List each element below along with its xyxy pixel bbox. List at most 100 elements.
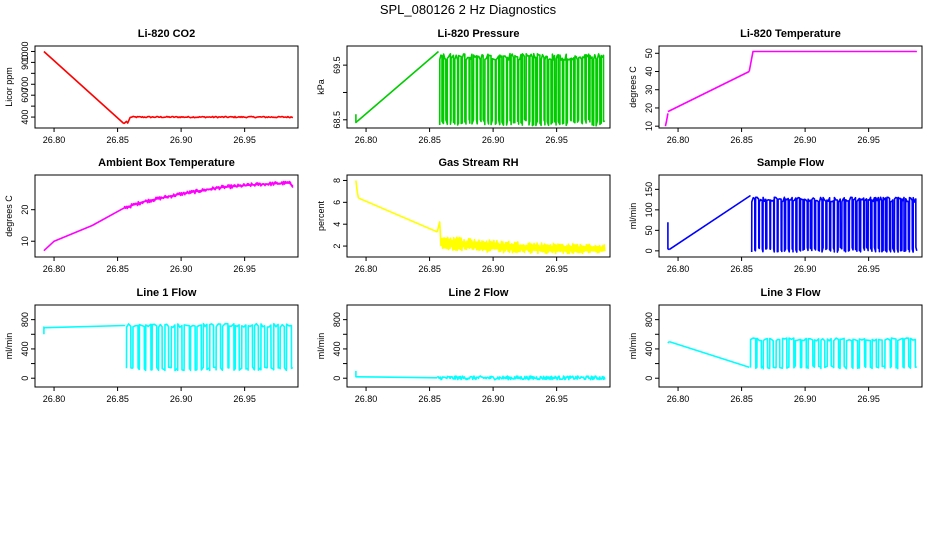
x-tick-label: 26.90 — [482, 135, 505, 145]
data-line-segment — [749, 337, 917, 370]
x-tick-label: 26.80 — [667, 135, 690, 145]
y-axis-label: percent — [316, 200, 326, 231]
y-tick-label: 2 — [332, 244, 342, 249]
panel-line-3-flow: Line 3 Flow 26.80 26.85 26.90 26.95 0 400 800 ml… — [628, 287, 923, 404]
y-tick-label: 68.5 — [332, 111, 342, 129]
data-line-segment — [43, 50, 125, 125]
x-tick-label: 26.95 — [857, 135, 880, 145]
panel-li-820-pressure: Li-820 Pressure 26.80 26.85 26.90 26.95 68.5 6… — [316, 28, 611, 145]
x-tick-label: 26.95 — [233, 394, 256, 404]
series-li-820-pressure — [355, 50, 605, 127]
data-line-segment — [436, 221, 442, 247]
x-tick-label: 26.95 — [233, 264, 256, 274]
x-tick-label: 26.80 — [667, 264, 690, 274]
data-line-segment — [667, 70, 750, 113]
x-tick-label: 26.90 — [482, 394, 505, 404]
y-tick-label: 150 — [644, 182, 654, 197]
data-line-segment — [355, 180, 360, 199]
data-line-segment — [664, 113, 669, 127]
data-line-segment — [668, 340, 750, 368]
y-tick-label: 4 — [332, 222, 342, 227]
y-tick-label: 10 — [644, 121, 654, 131]
panel-title: Li-820 Temperature — [740, 28, 841, 40]
x-tick-label: 26.95 — [545, 264, 568, 274]
data-line-segment — [45, 324, 126, 329]
x-tick-label: 26.80 — [355, 394, 378, 404]
data-line-segment — [668, 194, 751, 251]
plot-frame — [346, 45, 611, 129]
x-tick-label: 26.95 — [233, 135, 256, 145]
x-tick-label: 26.85 — [418, 264, 441, 274]
plot-frame — [346, 174, 611, 258]
series-line-1-flow — [43, 322, 294, 372]
y-tick-label: 400 — [644, 341, 654, 356]
y-tick-label: 400 — [332, 341, 342, 356]
x-tick-label: 26.85 — [730, 264, 753, 274]
y-axis-label: ml/min — [628, 333, 638, 360]
y-tick-label: 900 — [20, 55, 30, 70]
y-tick-label: 20 — [644, 103, 654, 113]
panel-title: Line 3 Flow — [761, 287, 821, 299]
x-tick-label: 26.85 — [730, 394, 753, 404]
series-line-2-flow — [355, 370, 606, 381]
panel-title: Li-820 Pressure — [438, 28, 520, 40]
y-tick-label: 6 — [332, 200, 342, 205]
x-tick-label: 26.90 — [794, 264, 817, 274]
y-tick-label: 800 — [20, 312, 30, 327]
y-tick-label: 0 — [644, 376, 654, 381]
series-li-820-co2 — [43, 50, 294, 125]
panel-ambient-box-temperature: Ambient Box Temperature 26.80 26.85 26.90 26… — [4, 157, 299, 274]
x-tick-label: 26.90 — [170, 394, 193, 404]
data-line-segment — [130, 115, 294, 119]
y-axis-label: kPa — [316, 79, 326, 95]
series-li-820-temperature — [664, 50, 917, 127]
y-axis-label: ml/min — [4, 333, 14, 360]
panel-title: Ambient Box Temperature — [98, 157, 235, 169]
data-line-segment — [748, 50, 917, 72]
y-tick-label: 0 — [20, 376, 30, 381]
y-tick-label: 100 — [644, 202, 654, 217]
x-tick-label: 26.90 — [794, 394, 817, 404]
panel-gas-stream-rh: Gas Stream RH 26.80 26.85 26.90 26.95 2 4 6 8 per… — [316, 157, 611, 274]
y-tick-label: 30 — [644, 85, 654, 95]
x-tick-label: 26.80 — [667, 394, 690, 404]
plot-frame — [34, 45, 299, 129]
x-tick-label: 26.95 — [545, 394, 568, 404]
data-line-segment — [750, 196, 918, 253]
plot-frame — [34, 174, 299, 258]
x-tick-label: 26.90 — [170, 264, 193, 274]
data-line-segment — [356, 50, 440, 123]
y-axis-label: ml/min — [628, 203, 638, 230]
plot-frame — [346, 304, 611, 388]
series-gas-stream-rh — [355, 180, 606, 255]
y-tick-label: 40 — [644, 67, 654, 77]
panel-title: Sample Flow — [757, 157, 825, 169]
x-tick-label: 26.80 — [355, 135, 378, 145]
panel-title: Li-820 CO2 — [138, 28, 195, 40]
data-line-segment — [123, 180, 294, 210]
y-tick-label: 20 — [20, 205, 30, 215]
x-tick-label: 26.85 — [106, 264, 129, 274]
x-tick-label: 26.95 — [545, 135, 568, 145]
y-tick-label: 800 — [332, 312, 342, 327]
x-tick-label: 26.85 — [418, 135, 441, 145]
y-tick-label: 400 — [20, 341, 30, 356]
x-tick-label: 26.90 — [482, 264, 505, 274]
panel-title: Line 2 Flow — [449, 287, 509, 299]
y-tick-label: 600 — [20, 88, 30, 103]
data-line-segment — [355, 370, 438, 379]
data-line-segment — [438, 52, 605, 127]
y-tick-label: 0 — [644, 248, 654, 253]
data-line-segment — [125, 322, 294, 372]
x-tick-label: 26.95 — [857, 394, 880, 404]
panel-title: Line 1 Flow — [137, 287, 197, 299]
data-line-segment — [43, 182, 294, 252]
page-title: SPL_080126 2 Hz Diagnostics — [379, 2, 557, 17]
x-tick-label: 26.80 — [43, 394, 66, 404]
y-tick-label: 10 — [20, 236, 30, 246]
x-tick-label: 26.80 — [43, 264, 66, 274]
data-line-segment — [667, 222, 670, 251]
x-tick-label: 26.80 — [355, 264, 378, 274]
